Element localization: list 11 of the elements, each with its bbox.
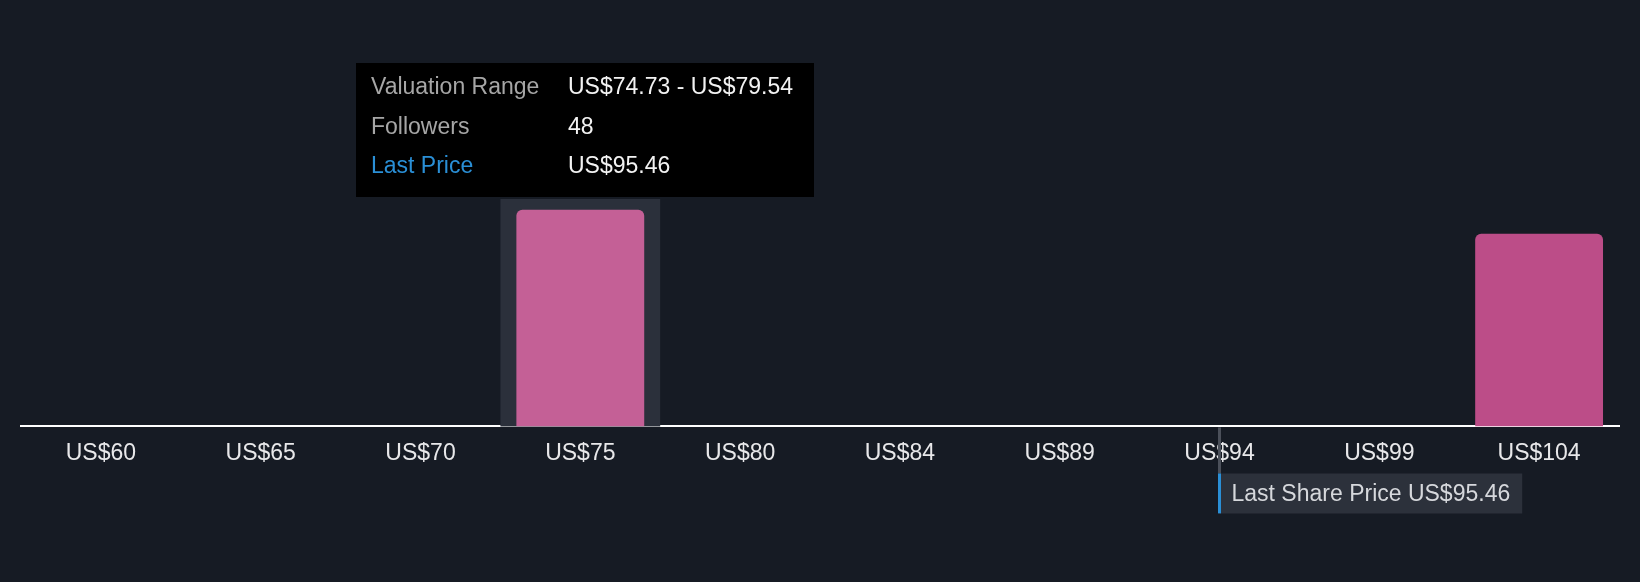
x-tick-label: US$60 bbox=[65, 438, 137, 465]
x-tick-label: US$89 bbox=[1024, 438, 1095, 465]
x-tick-label: US$80 bbox=[704, 438, 776, 465]
x-tick-label: US$104 bbox=[1497, 438, 1581, 465]
tooltip-panel: Valuation Range US$74.73 - US$79.54 Followers 48 Last Price US$95.46 bbox=[356, 63, 814, 197]
x-tick-label: US$84 bbox=[864, 438, 936, 465]
x-tick-label: US$70 bbox=[385, 438, 456, 465]
x-tick-label: US$75 bbox=[545, 438, 616, 465]
ref-line-label: Last Share Price US$95.46 bbox=[1231, 479, 1511, 506]
x-tick-label: US$99 bbox=[1344, 438, 1415, 465]
x-tick-label: US$65 bbox=[225, 438, 296, 465]
